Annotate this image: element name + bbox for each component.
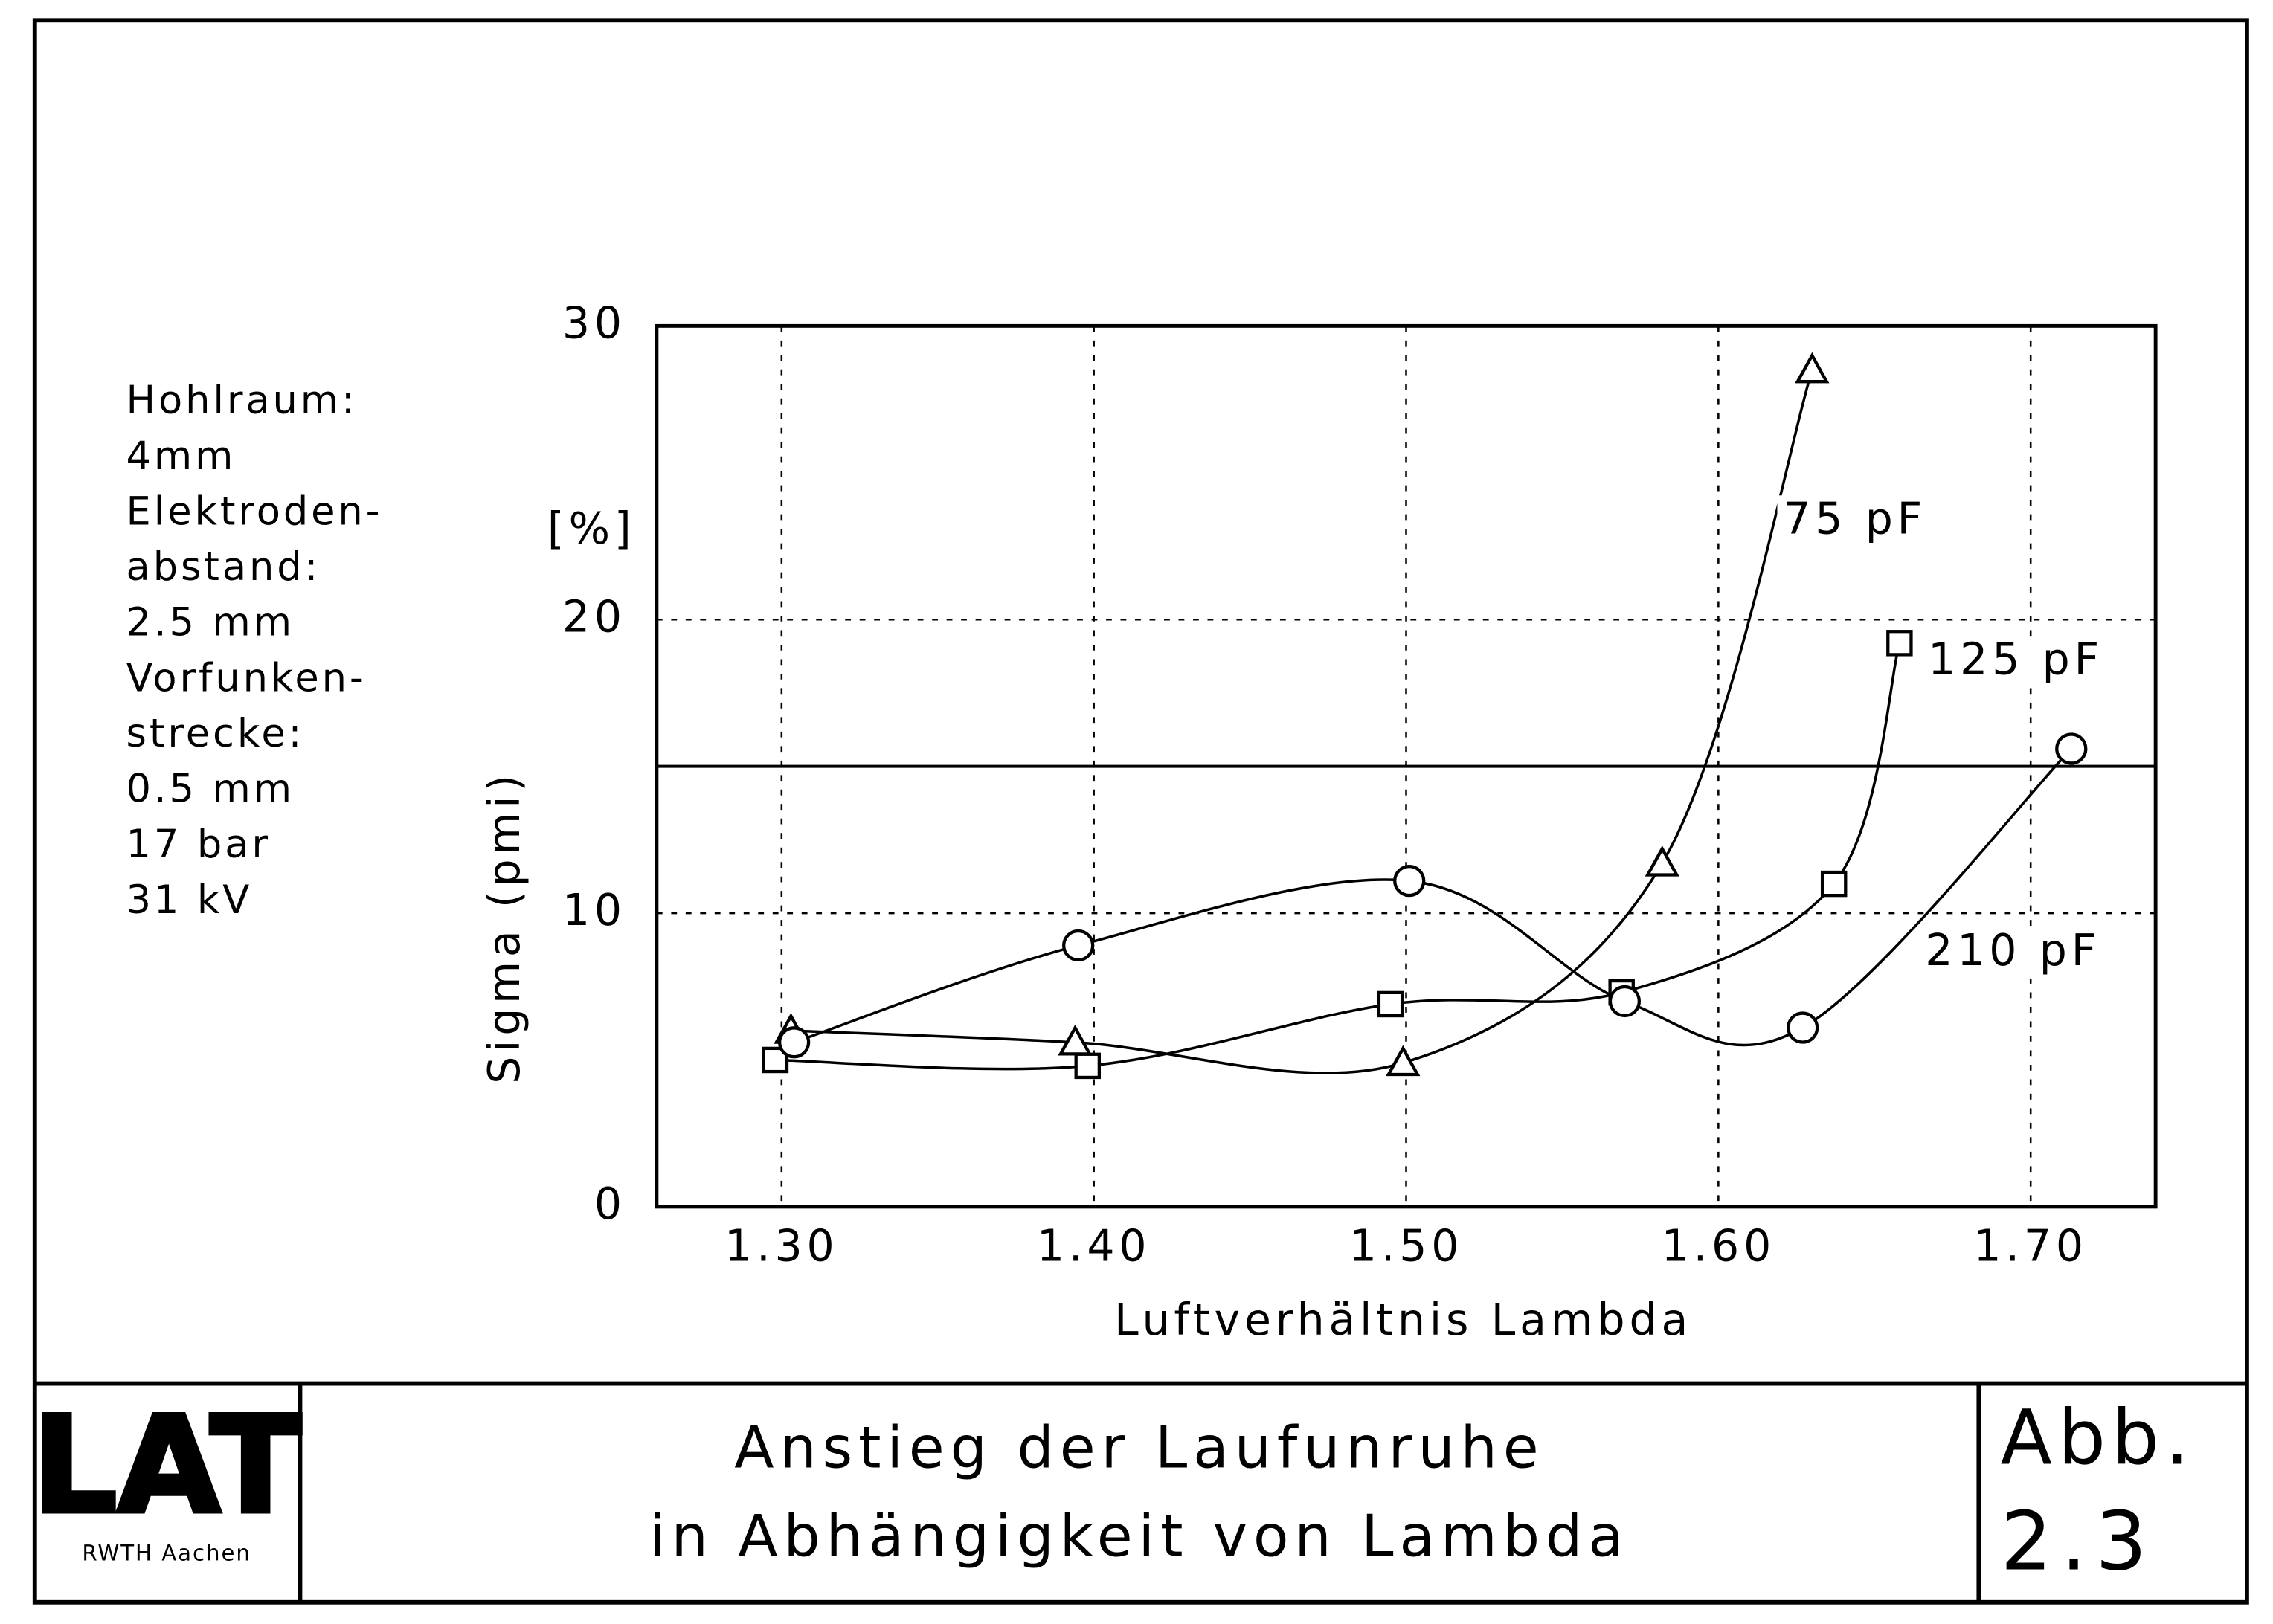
- series-label-bg: [1777, 495, 1932, 548]
- logo: LAT: [32, 1389, 300, 1544]
- note: Elektroden-: [126, 489, 383, 535]
- series-label: 75 pF: [1783, 493, 1926, 544]
- series-line: [791, 370, 1813, 1074]
- y-tick-label: 30: [562, 297, 626, 348]
- y-tick-label: 0: [594, 1179, 626, 1229]
- marker: [1393, 864, 1426, 898]
- series-label-bg: [1922, 636, 2109, 689]
- marker: [1645, 845, 1679, 877]
- marker: [1820, 870, 1848, 898]
- marker: [1386, 1045, 1421, 1077]
- y-tick-label: 20: [562, 591, 626, 642]
- marker: [1074, 1052, 1102, 1080]
- note: abstand:: [126, 544, 321, 590]
- x-tick-label: 1.70: [1973, 1221, 2088, 1272]
- institution: RWTH Aachen: [82, 1540, 251, 1565]
- marker: [1608, 985, 1642, 1018]
- note: 0.5 mm: [126, 767, 295, 812]
- note: 4mm: [126, 434, 237, 479]
- x-tick-label: 1.50: [1349, 1221, 1464, 1272]
- marker: [1787, 1011, 1819, 1044]
- marker: [2055, 732, 2088, 765]
- marker: [1062, 929, 1095, 962]
- series-label-bg: [1919, 927, 2106, 980]
- marker: [777, 1026, 811, 1059]
- x-tick-label: 1.60: [1662, 1221, 1776, 1272]
- figure-title: Anstieg der Laufunruhe: [734, 1415, 1544, 1482]
- note: 31 kV: [126, 877, 253, 923]
- note: Hohlraum:: [126, 378, 358, 423]
- note: strecke:: [126, 711, 305, 756]
- y-tick-label: 10: [562, 885, 626, 935]
- x-axis-label: Luftverhältnis Lambda: [1114, 1295, 1692, 1345]
- note: Vorfunken-: [126, 655, 367, 700]
- series-line: [775, 642, 1901, 1071]
- series-label: 125 pF: [1928, 634, 2103, 684]
- figure-label: Abb.: [2001, 1393, 2195, 1481]
- series-line: [794, 747, 2073, 1047]
- note: 2.5 mm: [126, 600, 295, 645]
- frame: [32, 18, 2249, 1605]
- marker: [1377, 990, 1404, 1018]
- marker: [1795, 352, 1830, 384]
- series-label: 210 pF: [1925, 925, 2100, 976]
- figure-number: 2.3: [2001, 1495, 2156, 1589]
- y-axis-label: Sigma (pmi): [479, 770, 530, 1084]
- x-tick-label: 1.40: [1037, 1221, 1151, 1272]
- note: 17 bar: [126, 822, 271, 867]
- y-unit: [%]: [547, 503, 636, 554]
- figure-title: in Abhängigkeit von Lambda: [649, 1503, 1630, 1570]
- x-tick-label: 1.30: [724, 1221, 839, 1272]
- marker: [1886, 630, 1913, 657]
